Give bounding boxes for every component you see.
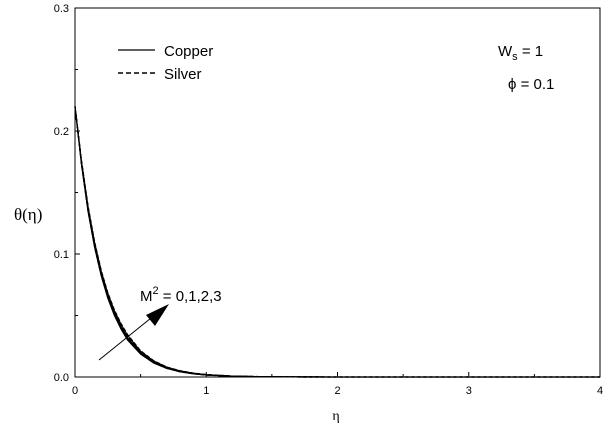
y-axis-label: θ(η) (14, 205, 42, 224)
y-axis-ticks: 0.0 0.1 0.2 0.3 (54, 3, 80, 384)
phi-parameter: ϕ = 0.1 (508, 76, 554, 93)
x-tick-label: 2 (334, 385, 340, 397)
series-group (74, 106, 600, 378)
x-axis-label: η (332, 409, 339, 424)
silver-curve-5 (74, 106, 600, 378)
copper-curve-3 (74, 106, 600, 378)
copper-curve-1 (74, 106, 600, 378)
y-tick-label: 0.1 (54, 249, 69, 261)
silver-curve-4 (74, 106, 600, 378)
copper-curve-0 (74, 106, 600, 378)
x-tick-label: 0 (72, 385, 78, 397)
legend: Copper Silver (118, 43, 213, 83)
x-axis-ticks: 0 1 2 3 4 (72, 372, 603, 397)
silver-curve-7 (74, 106, 600, 378)
y-tick-label: 0.3 (54, 3, 69, 15)
x-tick-label: 3 (466, 385, 472, 397)
x-tick-label: 1 (203, 385, 209, 397)
annotation-arrow-line (98, 313, 157, 361)
annotation-arrowhead (146, 304, 169, 326)
m-annotation: M2 = 0,1,2,3 (140, 285, 222, 305)
ws-parameter: Ws = 1 (498, 43, 543, 63)
silver-curve-6 (74, 106, 600, 378)
x-tick-label: 4 (597, 385, 603, 397)
legend-copper-label: Copper (164, 43, 213, 60)
y-tick-label: 0.0 (54, 372, 69, 384)
legend-silver-label: Silver (164, 66, 202, 83)
y-tick-label: 0.2 (54, 126, 69, 138)
copper-curve-2 (74, 106, 600, 378)
